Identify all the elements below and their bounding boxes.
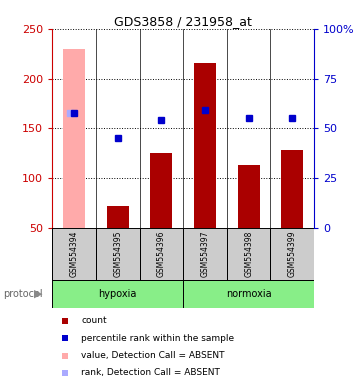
- Bar: [96, 228, 140, 280]
- Bar: [63, 49, 85, 228]
- Text: rank, Detection Call = ABSENT: rank, Detection Call = ABSENT: [81, 368, 220, 377]
- Text: GSM554399: GSM554399: [288, 231, 297, 277]
- Text: hypoxia: hypoxia: [99, 289, 137, 299]
- Text: count: count: [81, 316, 107, 325]
- Bar: [183, 280, 314, 308]
- Title: GDS3858 / 231958_at: GDS3858 / 231958_at: [114, 15, 252, 28]
- Bar: [227, 228, 270, 280]
- Text: ▶: ▶: [34, 289, 43, 299]
- Bar: [270, 228, 314, 280]
- Bar: [151, 153, 172, 228]
- Text: GSM554394: GSM554394: [70, 231, 79, 277]
- Text: GSM554398: GSM554398: [244, 231, 253, 277]
- Bar: [140, 228, 183, 280]
- Bar: [238, 165, 260, 228]
- Bar: [194, 63, 216, 228]
- Text: value, Detection Call = ABSENT: value, Detection Call = ABSENT: [81, 351, 225, 360]
- Text: percentile rank within the sample: percentile rank within the sample: [81, 334, 234, 343]
- Text: GSM554397: GSM554397: [200, 231, 209, 277]
- Text: normoxia: normoxia: [226, 289, 271, 299]
- Text: protocol: protocol: [4, 289, 43, 299]
- Bar: [183, 228, 227, 280]
- Bar: [52, 228, 96, 280]
- Text: GSM554396: GSM554396: [157, 231, 166, 277]
- Bar: [107, 206, 129, 228]
- Bar: [281, 150, 303, 228]
- Bar: [52, 280, 183, 308]
- Text: GSM554395: GSM554395: [113, 231, 122, 277]
